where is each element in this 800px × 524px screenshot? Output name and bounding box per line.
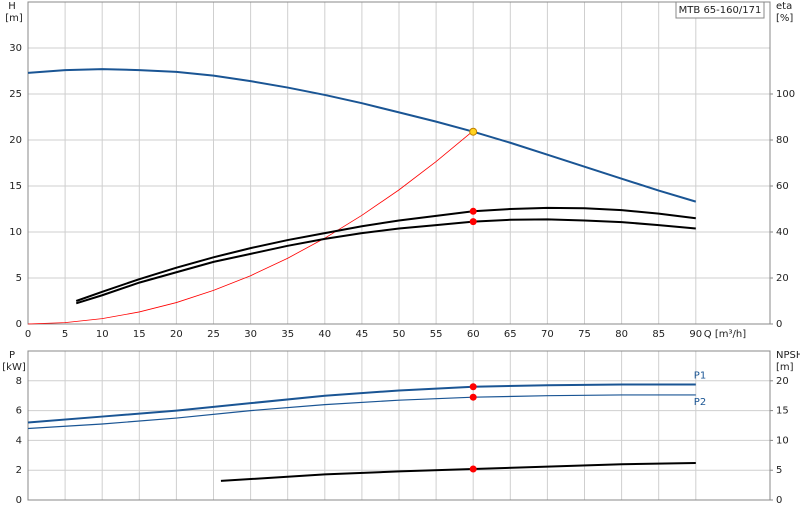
series-label: P1: [694, 371, 706, 382]
x-tick-label: 80: [615, 329, 628, 340]
x-tick-label: 55: [430, 329, 443, 340]
y-tick-label: 15: [9, 181, 22, 192]
y2-tick-label: 60: [776, 181, 789, 192]
y-axis-label: P: [9, 350, 15, 361]
y2-axis-label: eta: [776, 1, 792, 12]
y2-axis-label: NPSH: [776, 350, 800, 361]
y2-tick-label: 80: [776, 135, 789, 146]
x-tick-label: 15: [133, 329, 146, 340]
duty-point: [469, 218, 477, 226]
y2-tick-label: 10: [776, 435, 789, 446]
chart-title: MTB 65-160/171: [679, 5, 762, 16]
x-tick-label: 10: [96, 329, 109, 340]
duty-point: [469, 127, 478, 136]
x-tick-label: 70: [541, 329, 554, 340]
y-tick-label: 0: [16, 495, 22, 506]
y-tick-label: 8: [16, 376, 22, 387]
x-tick-label: 25: [207, 329, 220, 340]
y2-tick-label: 0: [776, 319, 782, 330]
y2-axis-unit: [m]: [776, 362, 794, 373]
duty-point: [469, 393, 477, 401]
y-axis-unit: [kW]: [2, 362, 26, 373]
y2-tick-label: 5: [776, 465, 782, 476]
series-label: P2: [694, 397, 706, 408]
series-line: [27, 383, 696, 424]
y-tick-label: 2: [16, 465, 22, 476]
plot-frame: [27, 1, 771, 325]
x-tick-label: 75: [578, 329, 591, 340]
plot-frame: [27, 350, 771, 501]
y2-tick-label: 0: [776, 495, 782, 506]
x-tick-label: 30: [244, 329, 257, 340]
y2-tick-label: 20: [776, 376, 789, 387]
x-tick-label: 40: [318, 329, 331, 340]
y-tick-label: 5: [16, 273, 22, 284]
duty-point: [469, 207, 477, 215]
x-tick-label: 35: [281, 329, 294, 340]
x-tick-label: 85: [652, 329, 665, 340]
y-tick-label: 6: [16, 406, 22, 417]
y-axis-label: H: [8, 1, 16, 12]
series-line: [27, 68, 697, 203]
y-axis-unit: [m]: [5, 13, 23, 24]
series-line: [27, 130, 474, 325]
y-tick-label: 0: [16, 319, 22, 330]
title-box: [675, 1, 765, 19]
y-tick-label: 4: [16, 435, 22, 446]
series-line: [75, 206, 696, 302]
y2-tick-label: 100: [776, 89, 795, 100]
duty-point: [469, 383, 477, 391]
x-tick-label: 90: [689, 329, 702, 340]
duty-point: [469, 465, 477, 473]
y2-axis-unit: [%]: [776, 13, 793, 24]
y2-tick-label: 40: [776, 227, 789, 238]
x-tick-label: 0: [25, 329, 31, 340]
y-tick-label: 25: [9, 89, 22, 100]
y2-tick-label: 20: [776, 273, 789, 284]
series-line: [27, 394, 696, 430]
x-axis-label: Q [m³/h]: [704, 329, 746, 340]
y-tick-label: 10: [9, 227, 22, 238]
x-tick-label: 45: [356, 329, 369, 340]
x-tick-label: 50: [393, 329, 406, 340]
y2-tick-label: 15: [776, 406, 789, 417]
x-tick-label: 65: [504, 329, 517, 340]
series-line: [75, 218, 696, 305]
x-tick-label: 60: [467, 329, 480, 340]
y-tick-label: 20: [9, 135, 22, 146]
x-tick-label: 5: [62, 329, 68, 340]
y-tick-label: 30: [9, 43, 22, 54]
x-tick-label: 20: [170, 329, 183, 340]
